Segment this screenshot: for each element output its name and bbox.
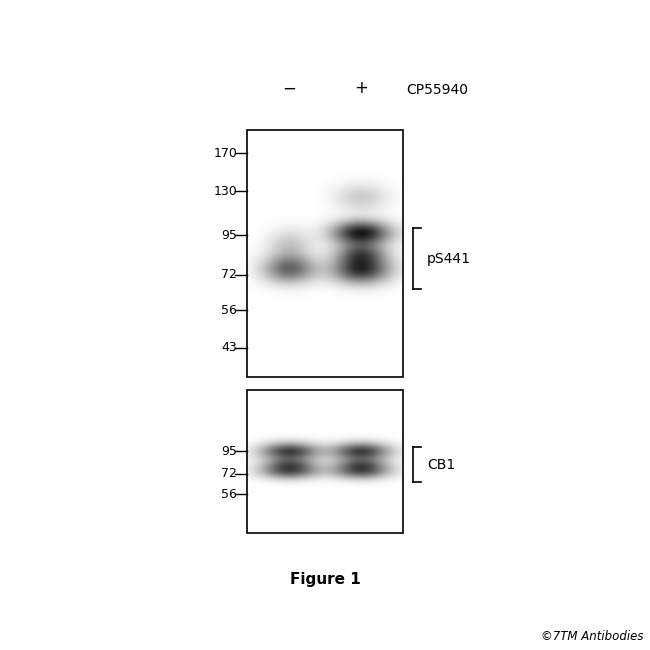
Text: CP55940: CP55940 bbox=[406, 83, 469, 98]
Text: 95: 95 bbox=[222, 229, 237, 242]
Text: 56: 56 bbox=[222, 488, 237, 501]
Text: 170: 170 bbox=[213, 146, 237, 159]
Text: −: − bbox=[282, 79, 296, 98]
Text: Figure 1: Figure 1 bbox=[290, 572, 360, 587]
Text: 130: 130 bbox=[213, 185, 237, 198]
Text: +: + bbox=[354, 79, 368, 98]
Text: CB1: CB1 bbox=[427, 458, 455, 471]
Bar bbox=[247, 130, 403, 377]
Text: ©7TM Antibodies: ©7TM Antibodies bbox=[541, 630, 644, 644]
Text: 95: 95 bbox=[222, 445, 237, 458]
Text: 72: 72 bbox=[222, 268, 237, 281]
Text: 43: 43 bbox=[222, 341, 237, 354]
Bar bbox=[247, 390, 403, 533]
Text: pS441: pS441 bbox=[427, 252, 471, 266]
Text: 56: 56 bbox=[222, 304, 237, 317]
Text: 72: 72 bbox=[222, 467, 237, 480]
